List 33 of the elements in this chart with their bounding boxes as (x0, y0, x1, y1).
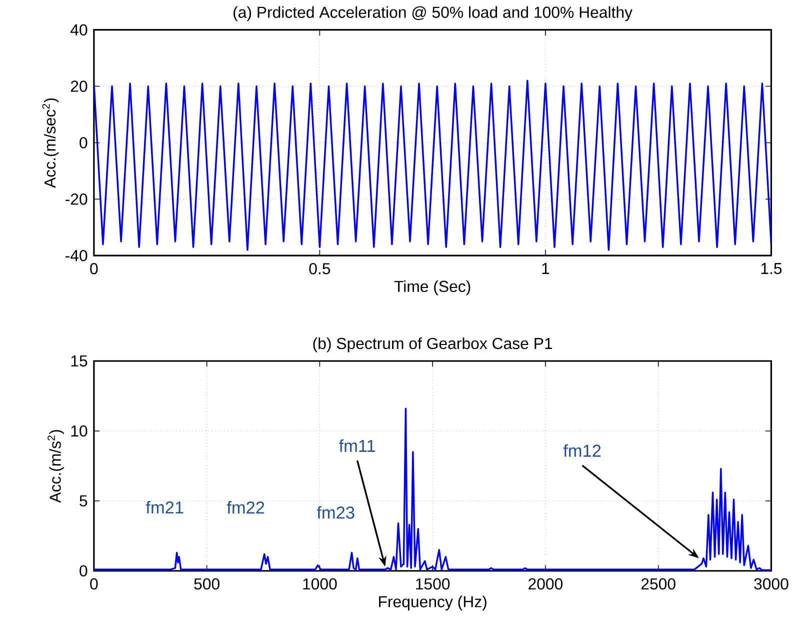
y-tick-label: 15 (71, 355, 88, 366)
x-tick-label: 0 (90, 262, 98, 274)
x-tick-label: 1000 (303, 578, 337, 590)
y-tick-label: 40 (70, 24, 88, 36)
annotation: fm23 (316, 506, 354, 518)
y-tick-label: 0 (80, 136, 88, 148)
x-tick-label: 0.5 (309, 262, 330, 274)
annotation: fm22 (226, 500, 264, 514)
x-tick-label: 1.5 (761, 262, 782, 274)
x-axis-title: Frequency (Hz) (379, 595, 486, 610)
annotation: fm21 (146, 500, 184, 514)
chart-title: (a) Prdicted Acceleration @ 50% load and 100% Healthy (234, 6, 632, 21)
x-tick-label: 2500 (641, 578, 676, 590)
x-axis-title: Time (Sec) (394, 280, 470, 295)
y-tick-label: 0 (80, 565, 88, 576)
y-tick-label: 5 (80, 495, 88, 506)
annotation: fm12 (563, 444, 601, 456)
y-tick-label: 10 (71, 425, 88, 436)
y-axis-title: Acc.(m/s$^{2}$) (48, 430, 64, 503)
annotation: fm11 (339, 439, 376, 452)
line-series (94, 407, 772, 571)
x-tick-label: 1500 (416, 578, 450, 590)
y-tick-label: -40 (66, 250, 88, 261)
line-series (94, 80, 772, 251)
y-tick-label: -20 (66, 193, 88, 205)
x-tick-label: 0 (90, 578, 98, 590)
x-tick-label: 3000 (754, 578, 788, 590)
x-tick-label: 2000 (528, 578, 563, 590)
y-tick-label: 20 (70, 80, 88, 92)
x-tick-label: 1 (542, 262, 550, 274)
chart-title: (b) Spectrum of Gearbox Case P1 (313, 337, 552, 352)
y-axis-title: Acc.(m/sec$^{2}$) (42, 98, 59, 188)
x-tick-label: 500 (194, 578, 220, 590)
